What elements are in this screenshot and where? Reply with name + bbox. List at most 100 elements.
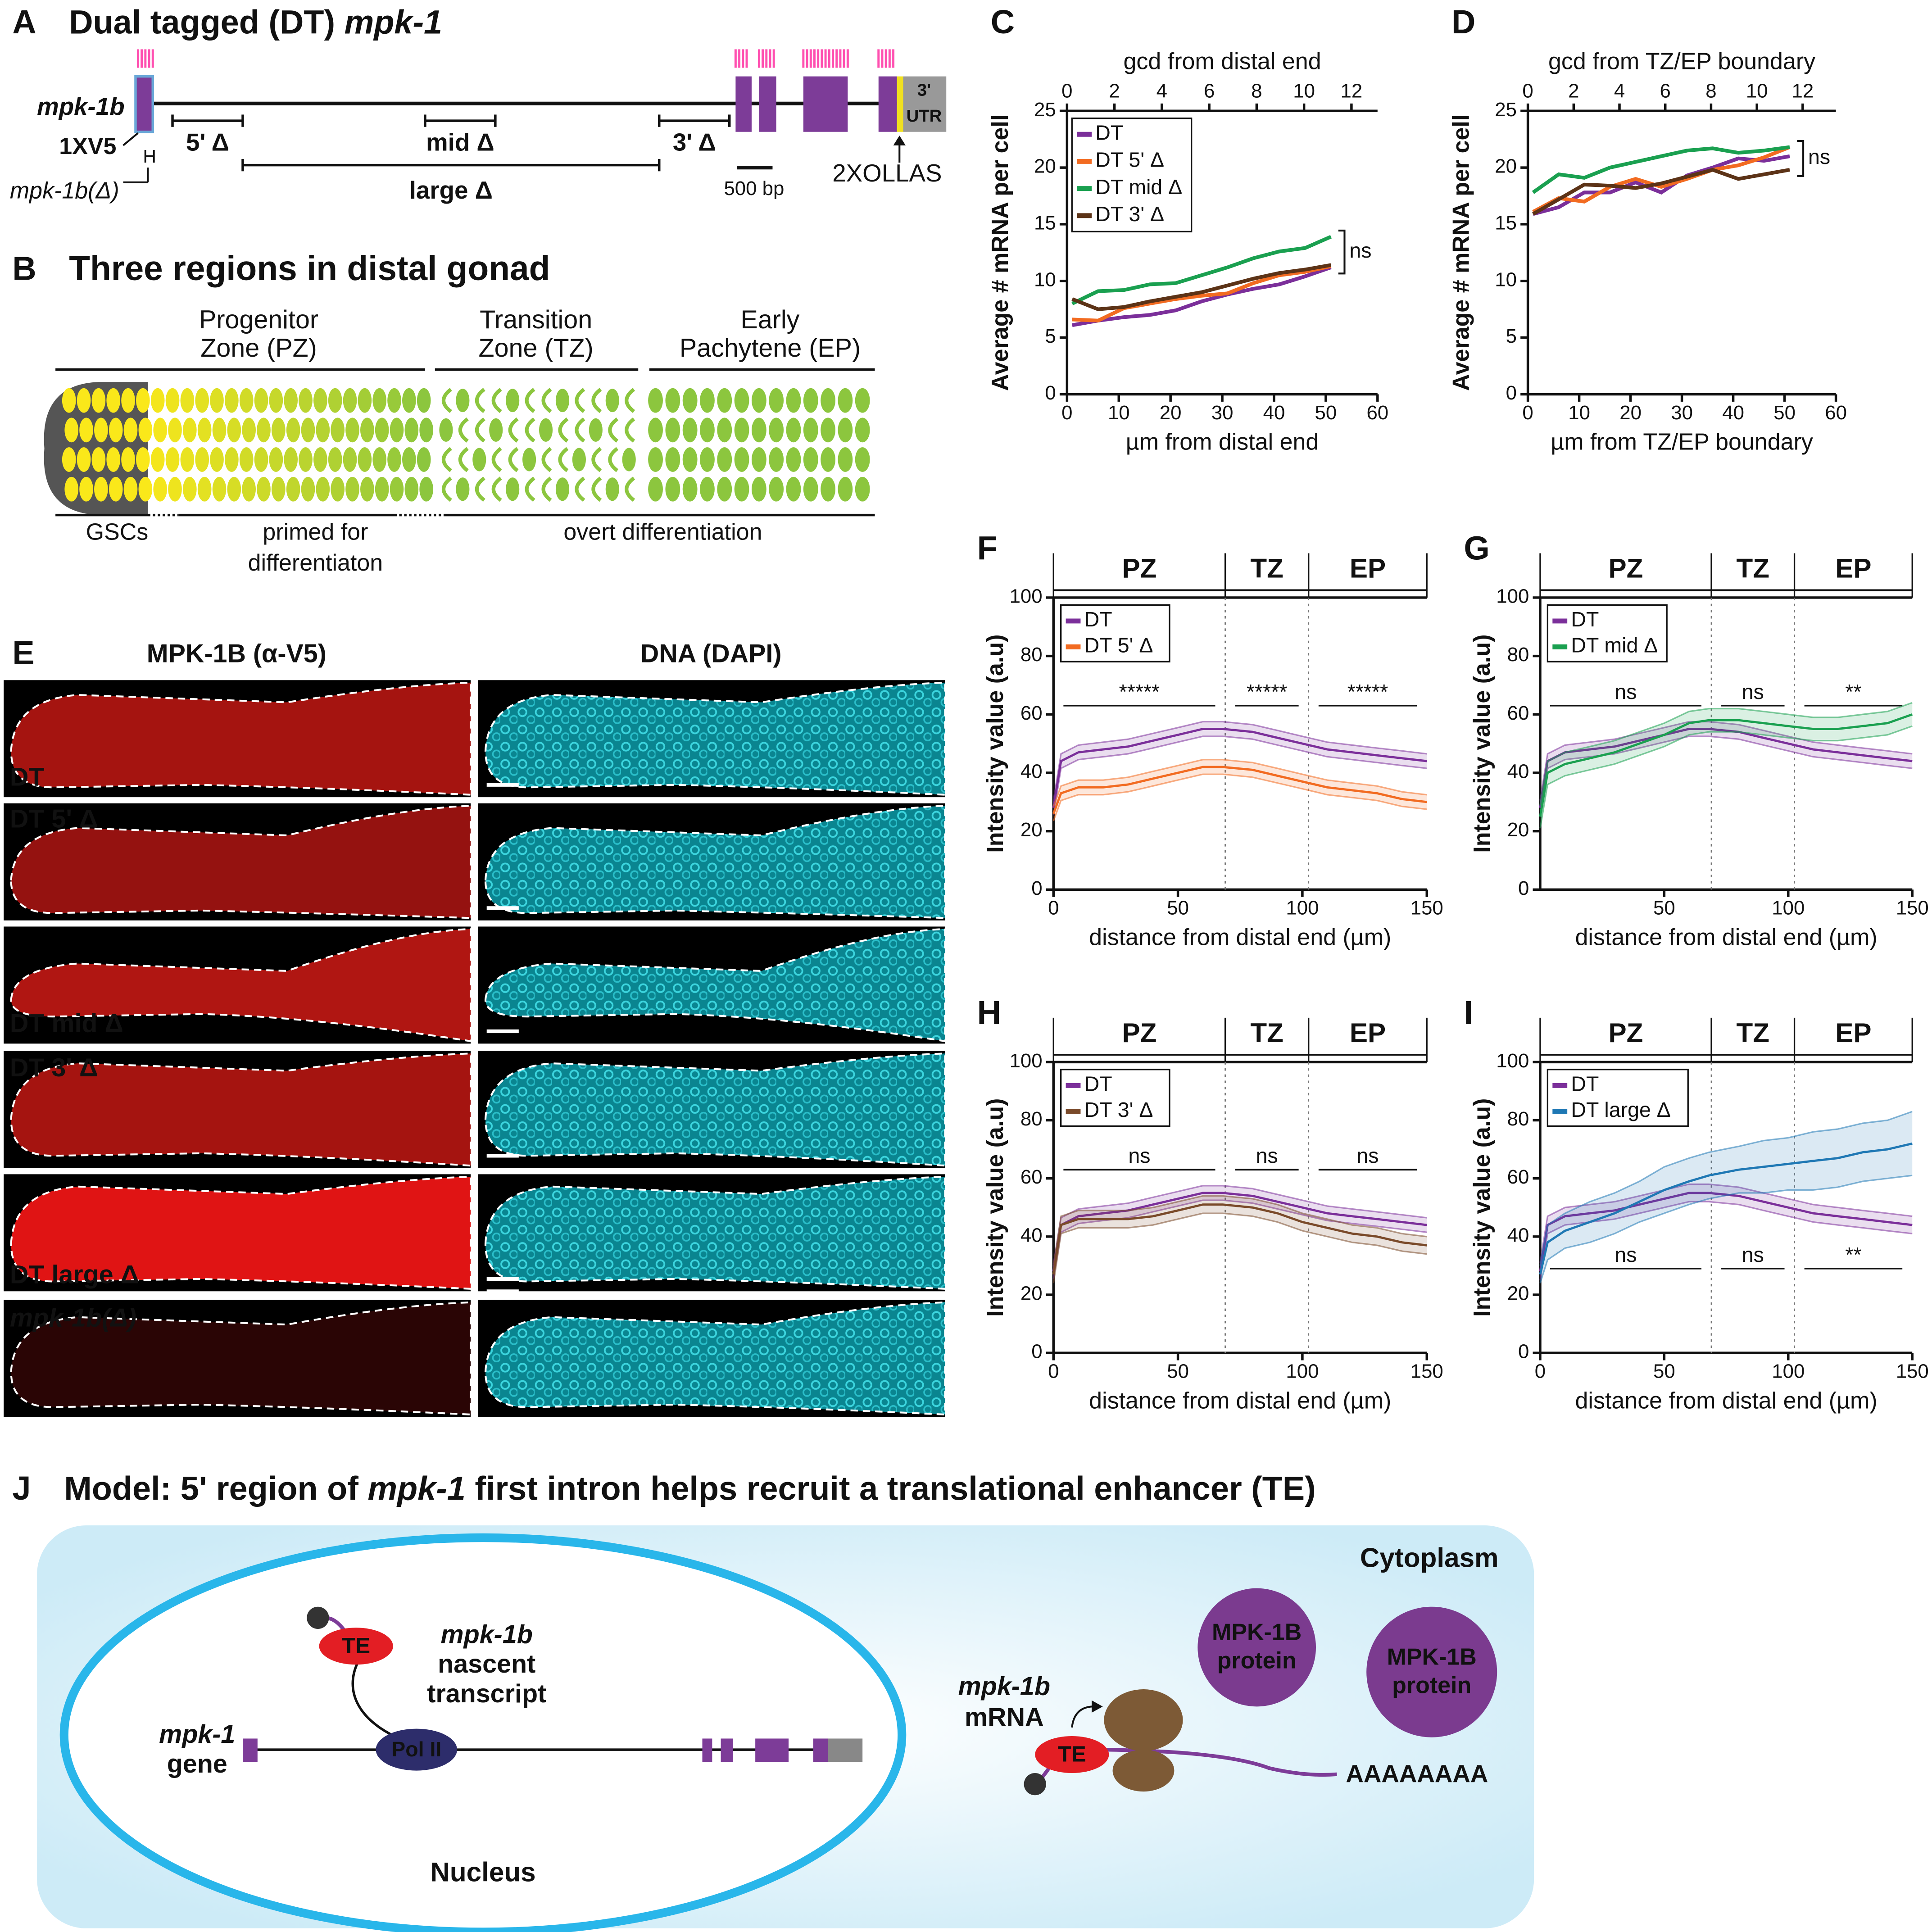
- utr-label: UTR: [907, 106, 942, 126]
- series-line: [1539, 1192, 1913, 1272]
- deletion-label: 5' Δ: [186, 128, 229, 156]
- gene-label: gene: [167, 1750, 227, 1778]
- cell: [301, 417, 315, 443]
- cell: [821, 447, 835, 472]
- crescent-cell: [591, 447, 602, 472]
- cell: [165, 388, 180, 413]
- y-tick-label: 20: [1495, 155, 1517, 177]
- error-edge: [1052, 1185, 1427, 1265]
- exon: [134, 75, 154, 133]
- cell: [555, 477, 570, 501]
- gonad-outline: [484, 1301, 946, 1416]
- y-tick-label: 20: [1020, 819, 1043, 841]
- legend-label: DT: [1095, 121, 1123, 145]
- y-tick-label: 10: [1495, 268, 1517, 290]
- cell: [821, 476, 835, 502]
- gonad: [11, 929, 471, 1041]
- x-tick-label: 0: [1061, 402, 1072, 424]
- cell: [286, 476, 300, 502]
- crescent-cell: [625, 476, 635, 502]
- panel-title-part: Dual tagged (DT): [69, 3, 344, 41]
- legend-box: [1060, 1069, 1170, 1127]
- cell: [539, 418, 553, 442]
- exon: [759, 76, 776, 132]
- x2-axis-label: gcd from distal end: [1124, 48, 1321, 74]
- y-tick-label: 10: [1034, 268, 1056, 290]
- crescent-cell: [525, 417, 535, 443]
- series-line: [1532, 168, 1790, 216]
- region-label: PZ: [1609, 553, 1643, 584]
- gonad-outline: [10, 681, 472, 796]
- significance-label: ns: [1615, 680, 1637, 703]
- protein: [1197, 1588, 1316, 1707]
- gonad: [485, 1176, 945, 1289]
- error-edge: [1539, 702, 1913, 805]
- cell: [734, 476, 749, 502]
- y-axis-label: Average # mRNA per cell: [1448, 114, 1474, 391]
- x2-tick-label: 0: [1522, 80, 1533, 102]
- cell: [313, 447, 327, 472]
- cell: [456, 477, 470, 501]
- cell: [197, 417, 212, 443]
- x-tick-label: 10: [1568, 402, 1590, 424]
- gonad: [11, 1302, 471, 1415]
- cell: [360, 476, 374, 502]
- y-tick-label: 20: [1020, 1283, 1043, 1305]
- cell: [91, 447, 106, 472]
- gonad: [11, 806, 471, 918]
- gonad-outline: [484, 1052, 946, 1167]
- gonad-outline: [484, 805, 946, 919]
- series-line: [1072, 264, 1332, 323]
- panel-letter: E: [12, 634, 34, 671]
- exon: [813, 1738, 828, 1762]
- cell: [345, 417, 359, 443]
- cell: [648, 417, 663, 443]
- cell: [299, 447, 313, 472]
- x-tick-label: 20: [1619, 402, 1642, 424]
- crescent-cell: [442, 388, 452, 413]
- cell: [665, 447, 680, 472]
- y-tick-label: 0: [1518, 877, 1529, 899]
- utr: [828, 1738, 863, 1762]
- cell: [301, 476, 315, 502]
- panel-title: Model: 5' region of mpk-1 first intron h…: [64, 1469, 1316, 1507]
- crescent-cell: [525, 388, 535, 413]
- cell: [734, 447, 749, 472]
- cell: [138, 476, 153, 502]
- h-label: H: [143, 146, 156, 167]
- y-tick-label: 15: [1034, 212, 1056, 234]
- cell: [769, 417, 784, 443]
- region-label: TZ: [1737, 553, 1770, 584]
- gene-label: mpk-1: [159, 1720, 235, 1749]
- gonad: [485, 929, 945, 1041]
- x-tick-label: 20: [1160, 402, 1182, 424]
- y-tick-label: 100: [1010, 585, 1043, 608]
- cell: [328, 447, 342, 472]
- y-axis-label: Intensity value (a.u): [1469, 1098, 1495, 1317]
- cell: [91, 388, 106, 413]
- cell: [769, 447, 784, 472]
- y-tick-label: 60: [1507, 1166, 1529, 1188]
- crescent-cell: [541, 447, 552, 472]
- gonad-outline: [484, 928, 946, 1043]
- cell: [123, 417, 138, 443]
- bracket-label: ns: [1349, 239, 1371, 262]
- cell: [589, 418, 603, 442]
- x2-tick-label: 10: [1293, 80, 1315, 102]
- legend-box: [1547, 604, 1668, 662]
- cell: [121, 388, 135, 413]
- y-tick-label: 40: [1507, 761, 1529, 783]
- region-label: TZ: [1737, 1018, 1770, 1048]
- series-line: [1052, 1203, 1427, 1275]
- cell: [197, 476, 212, 502]
- transcript-label: transcript: [427, 1679, 546, 1708]
- cell: [769, 388, 784, 413]
- x-axis-label: distance from distal end (µm): [1575, 925, 1878, 951]
- protein-label: protein: [1392, 1672, 1471, 1698]
- x-tick-label: 50: [1315, 402, 1337, 424]
- y-tick-label: 100: [1496, 1050, 1529, 1072]
- cell: [372, 447, 386, 472]
- cell: [648, 476, 663, 502]
- cell: [855, 447, 870, 472]
